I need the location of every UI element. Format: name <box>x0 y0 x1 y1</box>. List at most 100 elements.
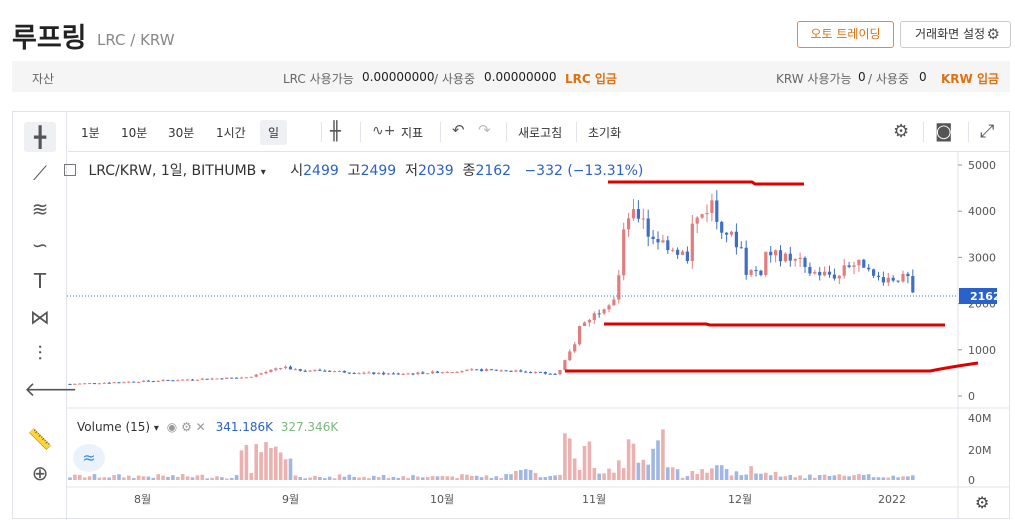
pattern-icon[interactable]: ⋈ <box>30 305 50 329</box>
volume-bar <box>254 444 258 480</box>
candle-body <box>146 380 150 382</box>
fullscreen-icon[interactable]: ⤢ <box>980 121 995 142</box>
candle-body <box>195 379 199 381</box>
candle-body <box>509 370 513 372</box>
trend-line-icon[interactable]: ⟋ <box>33 161 47 185</box>
candle-body <box>862 259 866 268</box>
interval-1h[interactable]: 1시간 <box>216 126 246 140</box>
volume-bar <box>719 465 724 480</box>
volume-bar <box>641 459 646 480</box>
volume-bar <box>401 476 405 480</box>
annotation-base-line <box>565 361 979 373</box>
candle-body <box>156 380 160 382</box>
brush-icon[interactable]: ∽ <box>31 233 49 257</box>
krw-deposit-link[interactable]: KRW 입금 <box>941 72 1000 86</box>
volume-bar <box>465 474 469 480</box>
volume-bar <box>97 477 102 480</box>
candle-body <box>435 371 440 373</box>
candle-body <box>823 271 827 276</box>
volume-bar <box>234 475 239 480</box>
volume-bar <box>803 478 807 480</box>
legend-symbol[interactable]: LRC/KRW, 1일, BITHUMB <box>88 163 257 179</box>
volume-bar <box>700 469 704 480</box>
screen-settings-button[interactable]: 거래화면 설정 ⚙ <box>900 21 1011 48</box>
krw-in-use-label: / 사용중 <box>868 72 909 86</box>
interval-1m[interactable]: 1분 <box>81 126 100 140</box>
indicators-button[interactable]: 지표 <box>401 126 424 140</box>
candle-body <box>734 231 738 248</box>
price-tick-label: 1000 <box>968 344 996 357</box>
volume-bar <box>136 475 141 480</box>
volume-label[interactable]: Volume (15) <box>77 420 151 434</box>
candle-body <box>475 369 479 371</box>
candle-body <box>695 217 699 224</box>
volume-bar <box>749 466 753 480</box>
camera-icon[interactable]: ◙ <box>935 121 953 142</box>
settings-icon[interactable]: ⚙ <box>181 420 192 434</box>
visibility-icon[interactable]: ◉ <box>166 420 178 434</box>
chevron-down-icon[interactable]: ▾ <box>153 423 159 434</box>
candle-body <box>813 271 817 274</box>
measure-icon[interactable]: ⫶ <box>37 341 43 365</box>
volume-bar <box>538 477 543 480</box>
fib-icon[interactable]: ≋ <box>31 197 49 221</box>
volume-bar <box>876 477 881 480</box>
high-value: 2499 <box>360 163 397 179</box>
candle-body <box>416 372 420 375</box>
candle-body <box>529 372 533 374</box>
volume-bar <box>631 443 636 480</box>
volume-bar <box>440 475 445 480</box>
chevron-down-icon[interactable]: ▾ <box>260 167 266 178</box>
axis-settings-icon[interactable]: ⚙ <box>975 493 989 512</box>
candle-body <box>911 276 915 293</box>
volume-bar <box>484 475 489 480</box>
close-icon[interactable]: ✕ <box>195 420 206 434</box>
volume-bar <box>798 475 802 480</box>
crosshair-icon[interactable]: ╋ <box>24 122 56 152</box>
candle-body <box>230 377 234 379</box>
tradingview-logo-icon[interactable]: ≈ <box>73 444 105 472</box>
toolbar-divider <box>506 122 507 142</box>
volume-value-2: 327.346K <box>280 420 339 434</box>
volume-bar <box>112 475 116 480</box>
settings-gear-icon[interactable]: ⚙ <box>893 121 910 142</box>
volume-bar <box>901 476 905 480</box>
volume-bar <box>156 474 160 480</box>
candle-body <box>411 373 415 375</box>
undo-icon[interactable]: ↶ <box>452 121 465 139</box>
candle-style-icon[interactable]: ╫ <box>330 121 341 142</box>
volume-bar <box>107 477 111 480</box>
candle-body <box>533 371 538 373</box>
interval-1d[interactable]: 일 <box>260 120 288 145</box>
auto-trading-button[interactable]: 오토 트레이딩 <box>797 21 894 48</box>
collapse-icon[interactable] <box>64 164 76 176</box>
interval-30m[interactable]: 30분 <box>168 126 195 140</box>
candle-body <box>837 275 841 279</box>
open-value: 2499 <box>303 163 339 179</box>
candle-body <box>563 360 567 371</box>
volume-bar <box>474 475 479 480</box>
zoom-icon[interactable]: ⊕ <box>31 461 49 485</box>
volume-bar <box>430 476 435 480</box>
volume-bar <box>724 469 729 480</box>
volume-bar <box>857 474 861 480</box>
lrc-deposit-link[interactable]: LRC 입금 <box>565 72 617 86</box>
volume-bar <box>396 477 401 480</box>
redo-icon[interactable]: ↷ <box>478 121 491 139</box>
price-tick-label: 0 <box>968 390 975 403</box>
volume-bar <box>308 477 312 480</box>
interval-10m[interactable]: 10분 <box>121 126 148 140</box>
reset-button[interactable]: 초기화 <box>588 126 622 140</box>
candle-body <box>166 379 170 381</box>
volume-bar <box>87 476 92 480</box>
candle-body <box>906 273 910 277</box>
text-icon[interactable]: T <box>33 269 47 293</box>
indicators-icon[interactable]: ∿+ <box>372 123 396 139</box>
ruler-icon[interactable]: 📏 <box>27 427 53 451</box>
volume-bar <box>651 448 655 480</box>
refresh-button[interactable]: 새로고침 <box>518 126 563 140</box>
candle-body <box>141 380 146 382</box>
volume-bar <box>92 474 97 480</box>
volume-bar <box>519 469 523 480</box>
